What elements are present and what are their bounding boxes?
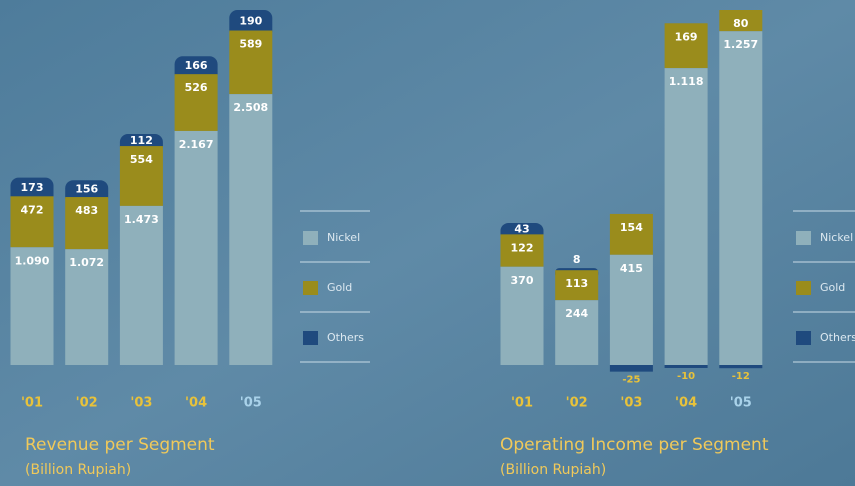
bar-segment	[719, 31, 763, 366]
value-label: 169	[675, 30, 698, 43]
category-label: '03	[130, 396, 152, 411]
legend-label: Nickel	[327, 231, 360, 244]
bar-segment	[500, 266, 544, 365]
value-label: 1.072	[69, 256, 104, 269]
category-label: '05	[240, 396, 262, 411]
value-label: 244	[565, 307, 588, 320]
bar-segment	[664, 365, 708, 368]
value-label: 370	[511, 274, 534, 287]
category-label: '03	[620, 396, 642, 411]
legend-label: Others	[820, 331, 855, 344]
value-label: 122	[511, 241, 534, 254]
legend-swatch	[303, 331, 318, 345]
value-label: 156	[75, 183, 98, 196]
value-label: 415	[620, 262, 643, 275]
legend-label: Gold	[820, 281, 845, 294]
bar-segment	[664, 23, 708, 69]
category-label: '02	[566, 396, 588, 411]
value-label: 1.118	[669, 75, 704, 88]
legend-swatch	[796, 281, 811, 295]
bar-segment	[609, 365, 653, 372]
bar-segment	[65, 249, 109, 365]
bar-segment	[10, 196, 54, 248]
bar-segment	[174, 74, 218, 131]
value-label: -25	[622, 375, 640, 386]
value-label: 154	[620, 221, 643, 234]
value-label: 43	[514, 223, 529, 236]
bar-segment	[10, 247, 54, 365]
bar-segment	[119, 146, 163, 206]
value-label: 483	[75, 204, 98, 217]
value-label: 190	[239, 14, 262, 27]
legend-swatch	[796, 331, 811, 345]
bar-segment	[719, 365, 763, 369]
value-label: 8	[573, 253, 581, 266]
legend-swatch	[303, 231, 318, 245]
value-label: 554	[130, 153, 153, 166]
value-label: 113	[565, 277, 588, 290]
value-label: 1.473	[124, 213, 159, 226]
bar-segment	[719, 10, 763, 32]
value-label: 2.167	[179, 138, 214, 151]
legend-label: Gold	[327, 281, 352, 294]
category-label: '04	[675, 396, 697, 411]
category-label: '01	[511, 396, 533, 411]
value-label: 112	[130, 134, 153, 147]
value-label: 2.508	[233, 101, 268, 114]
bar-segment	[664, 68, 708, 366]
value-label: 166	[185, 59, 208, 72]
category-label: '04	[185, 396, 207, 411]
bar-segment	[500, 234, 544, 267]
legend-label: Others	[327, 331, 364, 344]
legend-label: Nickel	[820, 231, 853, 244]
bar-segment	[229, 94, 273, 366]
bar-segment	[609, 254, 653, 365]
category-label: '05	[730, 396, 752, 411]
value-label: 173	[21, 181, 44, 194]
value-label: 80	[733, 17, 749, 30]
legend-swatch	[303, 281, 318, 295]
bar-segment	[229, 30, 273, 95]
bar-segment	[609, 213, 653, 255]
bar-segment	[65, 197, 109, 250]
bar-segment	[174, 130, 218, 365]
category-label: '02	[76, 396, 98, 411]
legend-swatch	[796, 231, 811, 245]
value-label: 526	[185, 81, 208, 94]
chart-title: Revenue per Segment	[25, 435, 215, 455]
chart-subtitle: (Billion Rupiah)	[500, 462, 606, 478]
value-label: -10	[677, 371, 695, 382]
chart-title: Operating Income per Segment	[500, 435, 769, 455]
chart-subtitle: (Billion Rupiah)	[25, 462, 131, 478]
category-label: '01	[21, 396, 43, 411]
value-label: 472	[21, 203, 44, 216]
value-label: 1.090	[15, 254, 50, 267]
value-label: -12	[732, 371, 750, 382]
bar-segment	[555, 270, 599, 301]
bar-segment	[555, 300, 599, 365]
bar-segment	[119, 205, 163, 365]
value-label: 589	[239, 38, 262, 51]
value-label: 1.257	[723, 38, 758, 51]
